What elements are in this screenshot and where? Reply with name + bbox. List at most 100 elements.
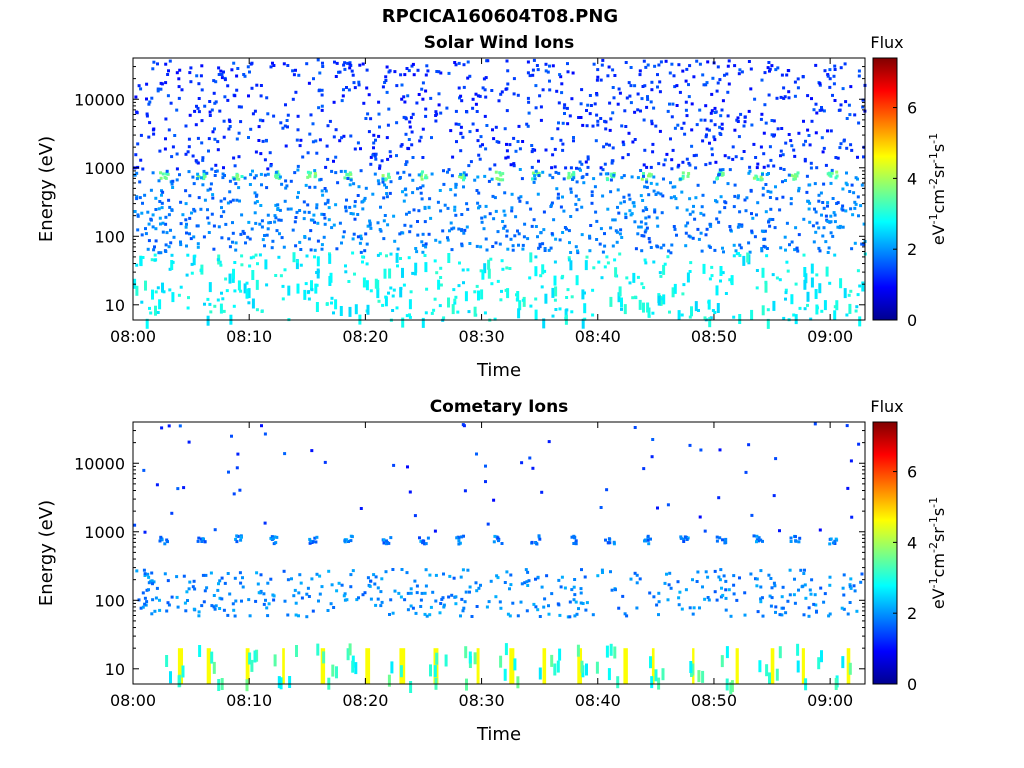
colorbar-tick-label: 4 (907, 533, 917, 552)
flux-cell (434, 573, 438, 577)
flux-cell (258, 118, 262, 122)
flux-cell (385, 195, 389, 199)
flux-cell (377, 182, 381, 186)
flux-cell (595, 78, 599, 82)
flux-cell (618, 252, 622, 256)
flux-cell (570, 295, 574, 299)
peak-cell (276, 172, 280, 176)
flux-cell (499, 298, 503, 302)
peak-cell (457, 542, 461, 546)
flux-cell (711, 309, 715, 312)
flux-cell (550, 166, 554, 170)
flux-cell (755, 577, 759, 581)
flux-cell (207, 221, 211, 225)
flux-cell (216, 148, 220, 152)
flux-cell (233, 261, 237, 264)
flux-cell (147, 102, 151, 106)
flux-cell (846, 486, 850, 490)
flux-cell (600, 63, 604, 67)
flux-cell (675, 206, 679, 210)
flux-cell (694, 301, 698, 312)
flux-cell (212, 79, 216, 83)
flux-cell (504, 288, 508, 292)
flux-cell (799, 568, 803, 572)
flux-cell (814, 230, 818, 234)
flux-cell (579, 591, 583, 595)
flux-cell (575, 166, 578, 170)
flux-cell (483, 174, 487, 178)
flux-cell (601, 58, 605, 62)
flux-cell (459, 132, 463, 136)
flux-cell (833, 99, 837, 102)
flux-cell (381, 303, 385, 307)
flux-cell (526, 71, 530, 75)
flux-cell (389, 598, 393, 602)
burst-cell (499, 655, 503, 668)
flux-cell (203, 589, 207, 593)
flux-cell (177, 96, 181, 100)
flux-cell (410, 143, 414, 147)
flux-cell (388, 191, 392, 195)
flux-cell (154, 290, 158, 294)
flux-cell (650, 80, 654, 84)
flux-cell (841, 208, 845, 212)
flux-cell (309, 113, 313, 117)
flux-cell (638, 299, 642, 310)
flux-cell (213, 528, 217, 532)
flux-cell (372, 573, 376, 577)
burst-cell (661, 668, 665, 681)
flux-cell (713, 138, 717, 142)
peak-cell (789, 536, 793, 540)
flux-cell (408, 125, 412, 129)
flux-cell (224, 277, 228, 281)
flux-cell (687, 234, 691, 238)
flux-cell (465, 110, 469, 114)
flux-cell (175, 152, 179, 156)
flux-cell (135, 111, 139, 115)
peak-cell (313, 172, 317, 175)
flux-cell (438, 611, 442, 615)
flux-cell (792, 313, 796, 317)
peak-cell (160, 537, 164, 541)
flux-cell (633, 220, 637, 224)
flux-cell (639, 220, 643, 224)
flux-cell (210, 167, 214, 171)
flux-cell (178, 424, 182, 428)
flux-cell (691, 578, 694, 582)
peak-cell (572, 542, 576, 545)
flux-cell (144, 227, 147, 231)
flux-cell (526, 60, 530, 64)
flux-cell (762, 131, 766, 135)
flux-cell (167, 245, 171, 249)
flux-cell (807, 207, 811, 211)
flux-cell (766, 318, 770, 329)
flux-cell (787, 90, 791, 94)
flux-cell (476, 94, 480, 98)
flux-cell (534, 297, 538, 301)
flux-cell (353, 204, 357, 208)
flux-cell (527, 100, 531, 104)
flux-cell (447, 595, 451, 599)
flux-cell (423, 254, 427, 257)
flux-cell (332, 100, 336, 104)
flux-cell (223, 581, 227, 585)
flux-cell (208, 114, 212, 117)
flux-cell (830, 168, 834, 172)
flux-cell (565, 308, 569, 312)
burst-cell (217, 679, 221, 691)
flux-cell (781, 153, 785, 157)
flux-cell (492, 498, 496, 502)
flux-cell (264, 139, 268, 143)
flux-cell (376, 179, 380, 183)
flux-cell (151, 67, 155, 71)
flux-cell (306, 203, 310, 207)
flux-cell (381, 177, 385, 181)
flux-cell (623, 109, 627, 113)
flux-cell (747, 60, 751, 63)
flux-cell (759, 569, 763, 573)
flux-cell (376, 221, 380, 225)
flux-cell (228, 273, 232, 284)
flux-cell (844, 100, 848, 104)
flux-cell (633, 110, 637, 114)
flux-cell (223, 78, 227, 82)
